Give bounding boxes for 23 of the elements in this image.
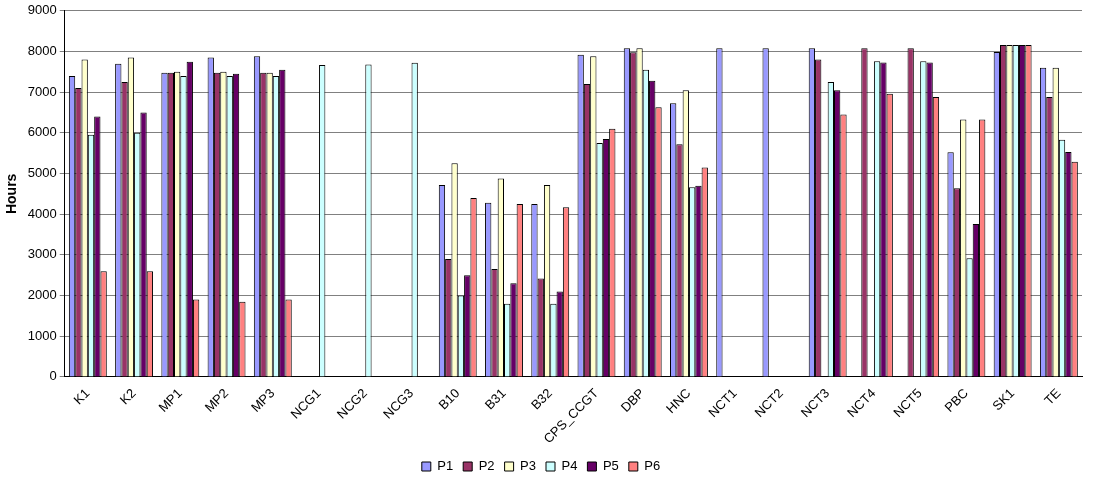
x-tick-label: B10	[435, 385, 463, 413]
y-tick-label: 8000	[27, 43, 57, 59]
x-tick-label: SK1	[989, 385, 1018, 414]
legend-label: P4	[561, 458, 578, 474]
legend-label: P1	[437, 458, 454, 474]
x-tick-label: TE	[1041, 385, 1064, 408]
y-tick-label: 0	[49, 368, 57, 384]
y-tick-label: 9000	[27, 2, 57, 18]
x-tick-label: B31	[481, 385, 509, 413]
y-tick-label: 1000	[27, 327, 57, 343]
x-tick-label: K2	[116, 385, 139, 408]
y-tick-label: 6000	[27, 124, 57, 140]
y-tick-label: 2000	[27, 287, 57, 303]
legend-label: P3	[520, 458, 537, 474]
y-tick-label: 4000	[27, 205, 57, 221]
x-tick-label: K1	[70, 385, 93, 408]
y-axis-title: Hours	[3, 173, 20, 215]
legend-label: P6	[644, 458, 661, 474]
y-tick-label: 3000	[27, 246, 57, 262]
y-tick-label: 7000	[27, 83, 57, 99]
legend-label: P2	[478, 458, 495, 474]
y-tick-label: 5000	[27, 165, 57, 181]
legend-label: P5	[602, 458, 619, 474]
